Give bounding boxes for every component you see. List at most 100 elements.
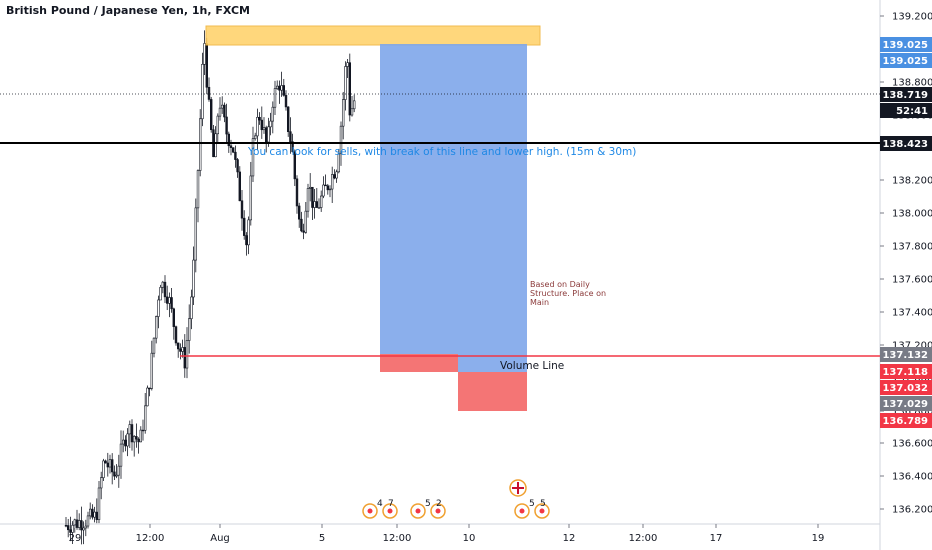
x-tick-label: 17 <box>710 533 723 544</box>
candle-body <box>293 151 296 180</box>
y-tick-label: 138.200 <box>892 176 932 187</box>
candle-body <box>273 88 277 108</box>
y-tick-label: 137.800 <box>892 242 932 253</box>
candle-body <box>304 210 307 233</box>
price-tag-text: 137.132 <box>882 350 928 361</box>
candle-body <box>348 62 351 116</box>
y-tick-label: 137.600 <box>892 275 932 286</box>
candle-body <box>157 299 160 317</box>
candle-body <box>194 207 197 261</box>
candle-body <box>234 151 237 160</box>
candle-body <box>152 337 156 354</box>
candle-body <box>214 133 217 158</box>
candle-body <box>141 429 145 432</box>
candle-body <box>344 66 347 100</box>
candle-body <box>247 219 250 246</box>
candle-body <box>86 515 90 527</box>
candle-body <box>286 106 290 132</box>
candle-body <box>80 520 83 531</box>
event-marker-dot <box>435 508 441 514</box>
candle-body <box>106 462 110 468</box>
candle-body <box>229 145 233 148</box>
candle-body <box>319 195 323 208</box>
candle-body <box>350 108 354 116</box>
candle-body <box>133 436 136 443</box>
price-tag-bg <box>880 37 932 52</box>
candle-body <box>317 207 321 209</box>
daily-note-line: Main <box>530 298 549 307</box>
candle-body <box>108 459 112 468</box>
candle-body <box>201 63 204 120</box>
candle-body <box>135 436 138 440</box>
daily-note-line: Structure. Place on <box>530 289 606 298</box>
candle-body <box>267 126 270 143</box>
y-tick-label: 136.200 <box>892 505 932 516</box>
candle-body <box>308 186 312 189</box>
candle-body <box>341 99 345 127</box>
candle-body <box>243 217 246 236</box>
x-tick-label: 10 <box>463 533 476 544</box>
sell-note-text: You can look for sells, with break of th… <box>247 146 636 158</box>
price-tag-text: 139.025 <box>882 40 928 51</box>
event-marker-dot <box>539 508 545 514</box>
candle-body <box>280 85 283 91</box>
daily-note-line: Based on Daily <box>530 280 590 289</box>
candle-body <box>346 62 349 67</box>
price-tag-text: 137.029 <box>882 399 928 410</box>
price-tag-text: 137.118 <box>882 367 928 378</box>
candle-body <box>155 316 158 339</box>
candle-body <box>78 520 81 528</box>
candle-body <box>69 529 72 533</box>
candle-body <box>84 525 88 529</box>
event-marker-count: 5 <box>540 499 546 509</box>
candle-body <box>124 439 127 447</box>
candle-body <box>183 347 186 369</box>
candle-body <box>166 296 169 304</box>
price-tag-bg <box>880 87 932 102</box>
y-tick-label: 139.200 <box>892 12 932 23</box>
candle-body <box>188 318 191 341</box>
candle-body <box>291 141 294 153</box>
candle-body <box>313 201 316 208</box>
candle-body <box>199 118 202 171</box>
x-tick-label: 12:00 <box>629 533 658 544</box>
candle-body <box>91 508 94 518</box>
price-tag-text: 139.025 <box>882 56 928 67</box>
candle-body <box>117 465 121 476</box>
y-tick-label: 137.200 <box>892 341 932 352</box>
candle-body <box>216 115 219 135</box>
candle-body <box>95 511 99 520</box>
candle-body <box>130 424 134 443</box>
candle-body <box>144 405 147 431</box>
candle-body <box>333 174 336 179</box>
candle-body <box>324 184 327 187</box>
candle-body <box>262 127 266 131</box>
candle-body <box>161 281 164 288</box>
y-tick-label: 138.800 <box>892 78 932 89</box>
candle-body <box>328 188 332 191</box>
y-tick-label: 136.800 <box>892 407 932 418</box>
candle-body <box>251 138 255 177</box>
y-tick-label: 137.400 <box>892 308 932 319</box>
candle-body <box>339 125 343 155</box>
candle-body <box>258 116 261 121</box>
candle-body <box>139 429 142 443</box>
price-tag-text: 138.423 <box>882 139 928 150</box>
price-tag-bg <box>880 347 932 362</box>
price-tag-bg <box>880 53 932 68</box>
x-tick-label: 12 <box>563 533 576 544</box>
y-tick-label: 136.400 <box>892 472 932 483</box>
candle-body <box>271 106 274 122</box>
candle-body <box>113 471 116 477</box>
overlays-group: You can look for sells, with break of th… <box>0 25 880 411</box>
candle-body <box>232 147 235 153</box>
candle-body <box>302 230 305 233</box>
candle-body <box>225 116 228 135</box>
candle-body <box>221 104 224 109</box>
candle-body <box>190 296 193 320</box>
event-marker-count: 2 <box>436 499 442 509</box>
candle-body <box>335 171 338 179</box>
chart-title: British Pound / Japanese Yen, 1h, FXCM <box>6 4 250 17</box>
candle-body <box>322 184 325 197</box>
